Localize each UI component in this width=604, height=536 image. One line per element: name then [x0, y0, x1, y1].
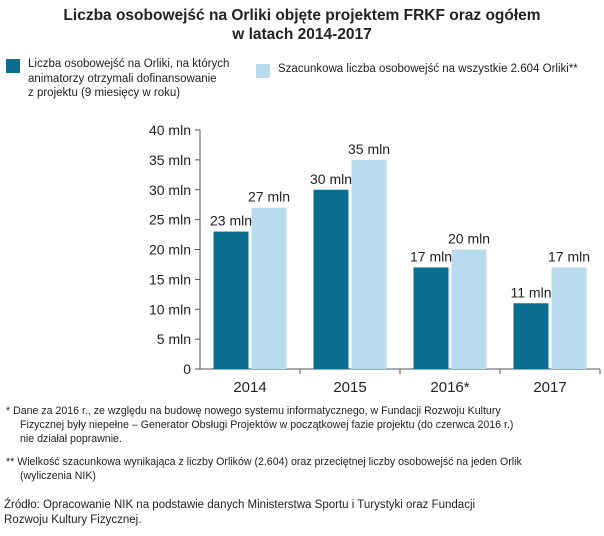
legend-item-series-1: Liczba osobowejść na Orliki, na których …	[6, 57, 229, 101]
bar-series-1	[313, 189, 349, 369]
data-label-series-2: 20 mln	[448, 231, 490, 247]
bar-chart: 0 5 mln 10 mln 15 mln 20 mln 25 mln 30 mln 35 m…	[149, 122, 601, 396]
footnote-1-line-3: nie działał poprawnie.	[20, 433, 122, 445]
footnote-1-line-2: Fizycznej były niepełne – Generator Obsł…	[20, 419, 514, 431]
legend-label-series-1-line-1: Liczba osobowejść na Orliki, na których	[28, 58, 230, 70]
chart-title-line-1: Liczba osobowejść na Orliki objęte proje…	[63, 7, 541, 24]
bar-series-1	[213, 231, 249, 369]
y-tick-label: 15 mln	[149, 271, 191, 287]
footnote-1-line-1: * Dane za 2016 r., ze względu na budowę …	[6, 405, 501, 417]
y-tick-label: 35 mln	[149, 152, 191, 168]
legend-item-series-2: Szacunkowa liczba osobowejść na wszystki…	[256, 62, 578, 78]
legend-label-series-2: Szacunkowa liczba osobowejść na wszystki…	[278, 62, 578, 77]
source-note: Źródło: Opracowanie NIK na podstawie dan…	[4, 498, 475, 528]
x-tick-label: 2014	[233, 379, 266, 396]
data-label-series-1: 17 mln	[410, 248, 452, 264]
legend-label-series-1: Liczba osobowejść na Orliki, na których …	[28, 57, 229, 101]
y-tick-label: 30 mln	[149, 182, 191, 198]
data-label-series-1: 30 mln	[310, 171, 352, 187]
chart-title: Liczba osobowejść na Orliki objęte proje…	[0, 6, 604, 44]
bar-series-2	[251, 207, 287, 369]
legend-label-series-1-line-3: z projektu (9 miesięcy w roku)	[28, 87, 181, 99]
source-note-line-2: Rozwoju Kultury Fizycznej.	[4, 514, 142, 526]
data-label-series-2: 17 mln	[548, 248, 590, 264]
y-tick-label: 25 mln	[149, 212, 191, 228]
source-note-line-1: Źródło: Opracowanie NIK na podstawie dan…	[4, 499, 476, 511]
footnote-2-line-1: ** Wielkość szacunkowa wynikająca z licz…	[6, 456, 522, 468]
footnote-2: ** Wielkość szacunkowa wynikająca z licz…	[6, 455, 522, 483]
bar-series-1	[413, 267, 449, 369]
bar-series-2	[551, 267, 587, 369]
y-tick-label: 10 mln	[149, 301, 191, 317]
footnote-2-line-2: (wyliczenia NIK)	[20, 470, 96, 482]
legend-label-series-1-line-2: animatorzy otrzymali dofinansowanie	[28, 72, 217, 85]
x-tick-label: 2017	[533, 379, 566, 396]
footnote-1: * Dane za 2016 r., ze względu na budowę …	[6, 404, 513, 446]
y-tick-label: 20 mln	[149, 242, 191, 258]
data-label-series-1: 23 mln	[210, 213, 252, 229]
bar-series-2	[451, 249, 487, 369]
legend-swatch-series-2	[256, 64, 270, 78]
bar-series-2	[351, 159, 387, 369]
x-tick-label: 2015	[333, 379, 366, 396]
data-label-series-2: 27 mln	[248, 189, 290, 205]
data-label-series-1: 11 mln	[511, 284, 552, 300]
y-tick-label: 0	[183, 361, 191, 377]
y-tick-label: 40 mln	[149, 122, 191, 138]
x-tick-label: 2016*	[430, 379, 469, 396]
bar-series-1	[513, 303, 549, 369]
y-tick-label: 5 mln	[157, 331, 191, 347]
data-label-series-2: 35 mln	[348, 141, 390, 157]
chart-title-line-2: w latach 2014-2017	[232, 26, 372, 43]
legend-swatch-series-1	[6, 59, 20, 73]
legend-label-series-2-line-1: Szacunkowa liczba osobowejść na wszystki…	[278, 63, 578, 75]
